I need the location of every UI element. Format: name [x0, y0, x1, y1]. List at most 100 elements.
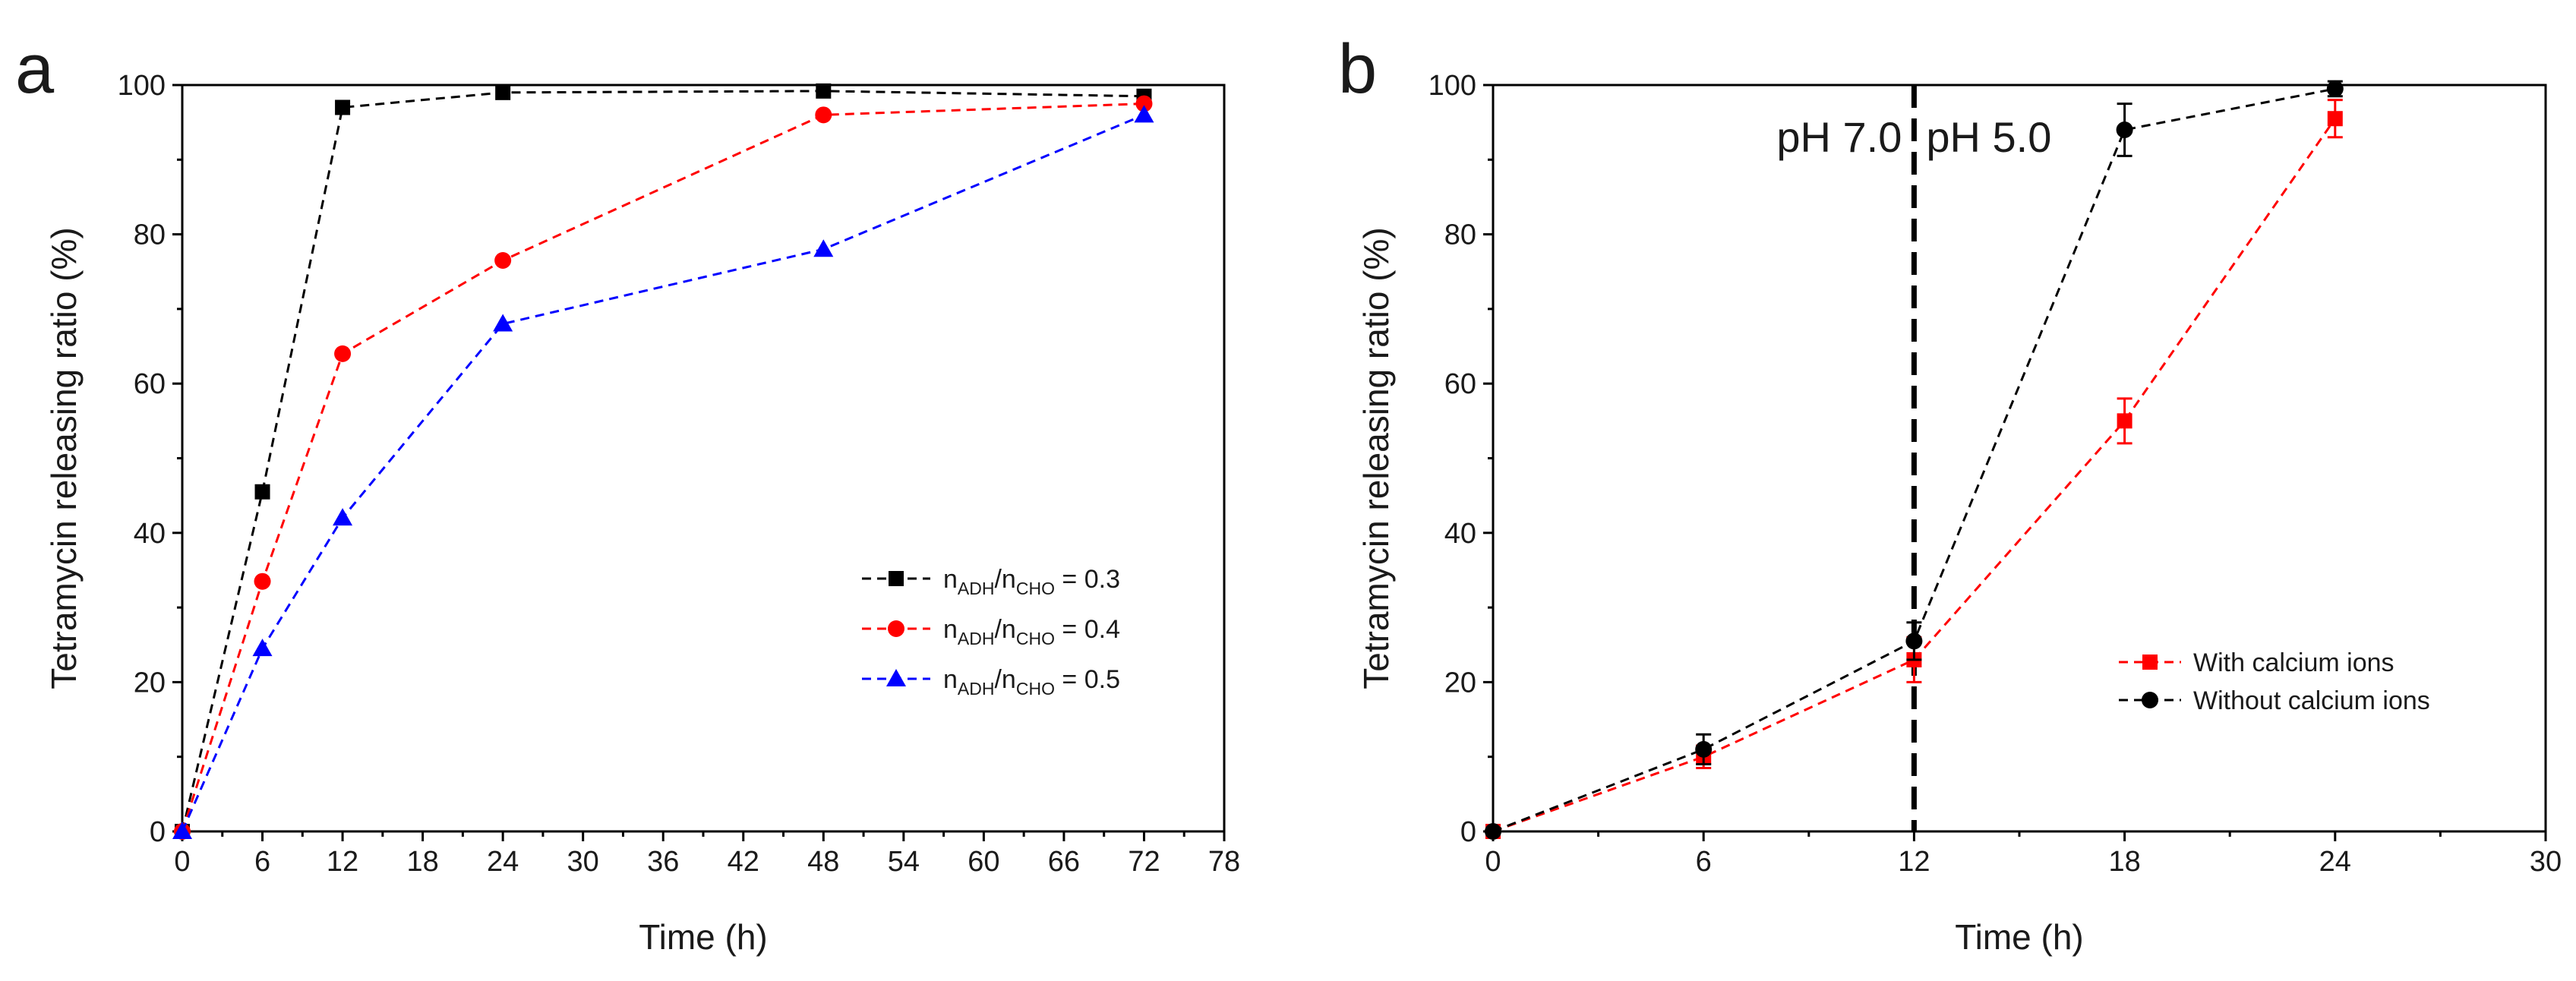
panel-b-plot-frame: [1492, 84, 2547, 833]
panel-b: b 0 6 12 18 24 30 0 20 40 60 80 100 With calcium io…: [1338, 30, 2562, 957]
panel-b-x-tick-label: 0: [1485, 846, 1501, 878]
panel-a-series-1-point: [494, 252, 512, 270]
panel-a-axes: 0 6 12 18 24 30 36 42 48 54 60 66 72 78 0 20 40 60 80 100: [118, 70, 1241, 878]
legend-marker: [889, 571, 904, 586]
panel-a-series-1-line: [181, 103, 1144, 832]
panel-b-series-1-point: [1905, 632, 1923, 650]
panel-b-series: [1485, 80, 2344, 840]
legend-label: nADH/nCHO = 0.5: [943, 665, 1120, 699]
panel-a-x-axis-title: Time (h): [639, 917, 768, 957]
panel-a-x-tick-label: 48: [807, 846, 839, 878]
legend-text-part: = 0.3: [1055, 565, 1120, 594]
panel-a-x-tick-label: 54: [888, 846, 920, 878]
panel-b-x-tick-label: 6: [1696, 846, 1712, 878]
panel-b-letter: b: [1338, 30, 1377, 108]
panel-a-y-tick-label: 40: [134, 518, 166, 550]
panel-a-x-tick-label: 18: [406, 846, 438, 878]
legend-subscript: ADH: [958, 679, 995, 699]
legend-subscript: ADH: [958, 579, 995, 598]
legend-label: With calcium ions: [2193, 648, 2394, 677]
panel-b-x-tick-label: 30: [2530, 846, 2562, 878]
panel-a-letter: a: [15, 30, 55, 108]
panel-a-series-2-point: [1134, 105, 1154, 123]
panel-b-x-axis-title: Time (h): [1955, 917, 2084, 957]
panel-b-axes: 0 6 12 18 24 30 0 20 40 60 80 100: [1428, 70, 2562, 878]
legend-label: nADH/nCHO = 0.4: [943, 615, 1120, 648]
legend-text-part: /n: [994, 665, 1015, 694]
panel-a-x-tick-label: 30: [567, 846, 599, 878]
panel-a-series-0-point: [254, 484, 270, 500]
panel-b-x-tick-label: 24: [2319, 846, 2351, 878]
panel-a-series-2-point: [333, 508, 353, 526]
panel-b-series-0-point: [2327, 111, 2343, 127]
panel-b-series-1-point: [1485, 823, 1501, 840]
panel-b-y-tick-label: 100: [1428, 70, 1476, 102]
legend-text-part: n: [943, 615, 958, 644]
legend-subscript: CHO: [1016, 629, 1055, 648]
panel-a-series-1-point: [1135, 95, 1153, 112]
panel-b-y-tick-label: 0: [1460, 816, 1476, 848]
panel-a: a 0 6 12 18 24 30 36 42 48 54 60 66 72 78 0 20 40 60 80 100…: [15, 30, 1240, 957]
panel-b-y-tick-label: 20: [1444, 667, 1476, 699]
panel-a-x-tick-label: 6: [254, 846, 270, 878]
panel-a-series-2-point: [493, 314, 513, 332]
panel-a-series: [172, 83, 1154, 840]
panel-a-x-tick-label: 66: [1048, 846, 1080, 878]
panel-a-y-tick-label: 100: [118, 70, 166, 102]
panel-a-series-2-point: [252, 639, 273, 657]
panel-b-x-tick-label: 18: [2108, 846, 2140, 878]
panel-a-y-tick-label: 20: [134, 667, 166, 699]
panel-a-series-1-point: [334, 345, 352, 362]
panel-b-series-1-point: [2326, 80, 2344, 97]
panel-a-y-axis-title: Tetramycin releasing ratio (%): [44, 227, 84, 689]
panel-b-y-tick-label: 40: [1444, 518, 1476, 550]
panel-b-y-tick-label: 60: [1444, 368, 1476, 400]
panel-a-series-1-point: [254, 573, 271, 590]
panel-a-y-tick-label: 80: [134, 219, 166, 251]
panel-b-legend: With calcium ions Without calcium ions: [2119, 648, 2430, 715]
legend-text-part: = 0.4: [1055, 615, 1120, 644]
panel-a-series-0-point: [816, 83, 832, 99]
legend-text-part: /n: [994, 565, 1015, 594]
panel-a-x-tick-label: 36: [647, 846, 679, 878]
legend-marker: [2142, 655, 2158, 670]
legend-text-part: n: [943, 565, 958, 594]
legend-text-part: /n: [994, 615, 1015, 644]
panel-a-series-0-point: [495, 84, 511, 100]
panel-a-x-tick-label: 78: [1208, 846, 1240, 878]
panel-b-y-tick-label: 80: [1444, 219, 1476, 251]
legend-subscript: CHO: [1016, 679, 1055, 699]
legend-subscript: CHO: [1016, 579, 1055, 598]
panel-b-x-tick-label: 12: [1898, 846, 1930, 878]
legend-text-part: n: [943, 665, 958, 694]
panel-a-series-2-point: [813, 239, 834, 257]
panel-a-x-tick-label: 24: [487, 846, 519, 878]
legend-label: nADH/nCHO = 0.3: [943, 565, 1120, 598]
panel-a-x-tick-label: 12: [327, 846, 358, 878]
panel-a-series-2-line: [181, 113, 1145, 832]
panel-a-plot-frame: [181, 84, 1226, 833]
legend-label: Without calcium ions: [2193, 686, 2430, 715]
panel-a-x-tick-label: 60: [968, 846, 999, 878]
legend-text-part: = 0.5: [1055, 665, 1120, 694]
panel-b-series-1-point: [1695, 740, 1713, 758]
panel-a-x-tick-label: 0: [174, 846, 190, 878]
panel-a-x-tick-label: 42: [728, 846, 759, 878]
panel-a-series-0-point: [335, 99, 351, 115]
legend-marker: [886, 669, 906, 686]
panel-a-x-tick-label: 72: [1128, 846, 1160, 878]
panel-b-series-0-point: [2117, 413, 2132, 429]
legend-subscript: ADH: [958, 629, 995, 648]
panel-a-y-tick-label: 0: [150, 816, 166, 848]
panel-a-series-2-point: [172, 822, 192, 839]
panel-a-y-tick-label: 60: [134, 368, 166, 400]
ph-5-annotation: pH 5.0: [1926, 113, 2051, 161]
panel-b-y-axis-title: Tetramycin releasing ratio (%): [1356, 227, 1396, 689]
panel-a-series-0-line: [181, 90, 1144, 832]
panel-b-series-1-point: [2116, 121, 2133, 138]
ph-7-annotation: pH 7.0: [1776, 113, 1902, 161]
panel-b-series-0-line: [1492, 118, 2337, 833]
legend-marker: [888, 620, 904, 637]
